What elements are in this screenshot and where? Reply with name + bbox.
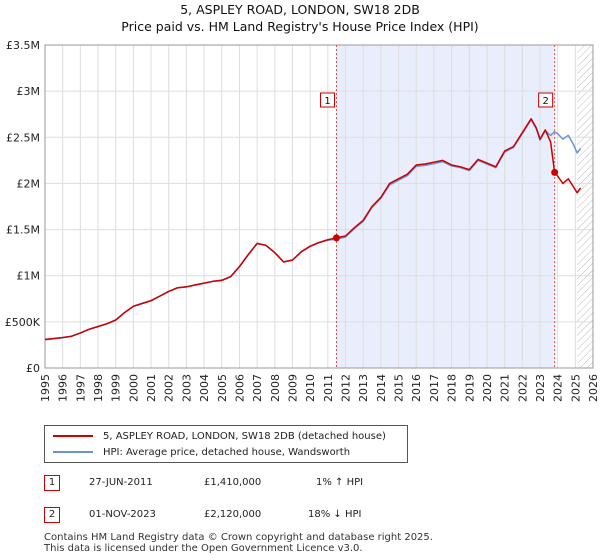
x-tick-label: 2011	[322, 374, 335, 402]
x-tick-label: 2012	[340, 374, 353, 402]
forecast-hatch	[577, 45, 593, 368]
legend-item-price: 5, ASPLEY ROAD, LONDON, SW18 2DB (detach…	[53, 429, 386, 443]
x-tick-label: 2010	[304, 374, 317, 402]
transaction-price: £1,410,000	[204, 477, 262, 488]
x-tick-label: 2015	[393, 374, 406, 402]
legend-label-price: 5, ASPLEY ROAD, LONDON, SW18 2DB (detach…	[103, 430, 386, 442]
x-tick-label: 2020	[481, 374, 494, 402]
sale-label-box	[538, 92, 554, 108]
y-tick-label: £2.5M	[6, 131, 40, 144]
plot-frame	[44, 44, 594, 369]
x-tick-label: 2013	[357, 374, 370, 402]
x-tick-label: 1999	[110, 374, 123, 402]
legend-label-hpi: HPI: Average price, detached house, Wand…	[103, 446, 351, 458]
x-tick-label: 2004	[198, 374, 211, 402]
footer-copyright: Contains HM Land Registry data © Crown c…	[44, 532, 433, 543]
legend-swatch-hpi	[53, 451, 93, 453]
legend-item-hpi: HPI: Average price, detached house, Wand…	[53, 445, 350, 459]
x-tick-label: 2025	[569, 374, 582, 402]
x-tick-label: 2021	[499, 374, 512, 402]
legend-swatch-price	[53, 435, 93, 437]
x-tick-label: 1998	[92, 374, 105, 402]
x-tick-label: 2014	[375, 374, 388, 402]
x-tick-label: 2018	[446, 374, 459, 402]
x-tick-label: 2016	[410, 374, 423, 402]
x-tick-label: 2005	[216, 374, 229, 402]
sale-label: 2	[542, 96, 548, 107]
sale-point	[551, 168, 559, 176]
footer-licence: This data is licensed under the Open Gov…	[44, 543, 363, 554]
transaction-hpi: 1% ↑ HPI	[316, 477, 364, 488]
x-tick-label: 2006	[233, 374, 246, 402]
y-tick-label: £3M	[17, 85, 41, 98]
x-tick-label: 1997	[74, 374, 87, 402]
sale-label: 1	[324, 96, 330, 107]
x-tick-label: 2017	[428, 374, 441, 402]
x-tick-label: 2024	[552, 374, 565, 402]
x-tick-label: 2008	[269, 374, 282, 402]
x-tick-label: 2007	[251, 374, 264, 402]
transaction-date: 27-JUN-2011	[89, 477, 153, 488]
y-tick-label: £1.5M	[6, 224, 40, 237]
transaction-number: 2	[44, 507, 60, 523]
x-tick-label: 2019	[463, 374, 476, 402]
chart-subtitle: Price paid vs. HM Land Registry's House …	[121, 19, 479, 34]
x-tick-label: 2000	[127, 374, 140, 402]
x-tick-label: 2009	[286, 374, 299, 402]
y-tick-label: £1M	[17, 270, 41, 283]
chart-title: 5, ASPLEY ROAD, LONDON, SW18 2DB	[180, 2, 420, 17]
x-tick-label: 1996	[57, 374, 70, 402]
x-tick-label: 2023	[534, 374, 547, 402]
sale-label-box	[320, 92, 336, 108]
legend: 5, ASPLEY ROAD, LONDON, SW18 2DB (detach…	[44, 425, 408, 463]
x-tick-label: 2002	[163, 374, 176, 402]
transaction-hpi: 18% ↓ HPI	[308, 509, 362, 520]
x-tick-label: 2022	[516, 374, 529, 402]
y-tick-label: £500K	[5, 316, 41, 329]
x-tick-label: 2026	[587, 374, 600, 402]
transaction-price: £2,120,000	[204, 509, 262, 520]
y-tick-label: £2M	[17, 177, 41, 190]
transaction-number: 1	[44, 475, 60, 491]
price-chart: £0 £500K £1M £1.5M £2M £2.5M £3M £3.5M 1995 1996 1…	[5, 39, 600, 402]
transaction-date: 01-NOV-2023	[89, 509, 156, 520]
y-tick-label: £3.5M	[6, 39, 40, 52]
x-tick-label: 1995	[39, 374, 52, 402]
sale-point	[333, 234, 341, 242]
y-tick-label: £0	[26, 362, 40, 375]
x-tick-label: 2001	[145, 374, 158, 402]
x-tick-label: 2003	[180, 374, 193, 402]
